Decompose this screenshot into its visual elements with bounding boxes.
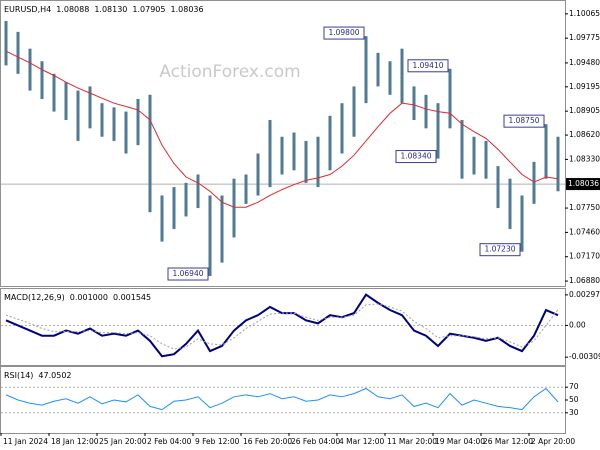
x-tick-label: 4 Mar 12:00 [339, 437, 385, 446]
y-tick-label: 1.09775 [569, 33, 600, 42]
readout: 1.08088 [56, 5, 89, 14]
y-tick-label: 70 [569, 382, 579, 391]
y-tick-label: 1.08620 [569, 130, 600, 139]
x-tick-label: 11 Jan 2024 [3, 437, 48, 446]
readout: 1.07905 [132, 5, 165, 14]
y-tick-label: 1.06880 [569, 276, 600, 285]
last-price-label: 1.08036 [568, 179, 599, 188]
readout: 1.08130 [94, 5, 127, 14]
y-tick-label: -0.003093 [569, 352, 600, 361]
annotation-label: 1.08750 [508, 116, 539, 125]
x-tick-label: 16 Feb 20:00 [243, 437, 292, 446]
annotation-label: 1.09410 [412, 61, 443, 70]
x-tick-label: 25 Jan 20:00 [99, 437, 147, 446]
y-tick-label: 1.07460 [569, 227, 600, 236]
y-tick-label: 1.07750 [569, 203, 600, 212]
readout: 47.0502 [38, 371, 71, 380]
y-tick-label: 50 [569, 395, 579, 404]
y-tick-label: 0.00 [569, 320, 586, 329]
panel-title: RSI(14) 47.0502 [4, 371, 72, 380]
panel-frame [0, 0, 566, 287]
y-tick-label: 1.09195 [569, 82, 600, 91]
indicator-line [5, 303, 559, 350]
x-tick-label: 26 Mar 12:00 [483, 437, 533, 446]
x-tick-label: 9 Feb 12:00 [195, 437, 240, 446]
x-tick-label: 11 Mar 20:00 [387, 437, 437, 446]
annotation-box [407, 59, 449, 73]
y-tick-label: 1.08905 [569, 106, 600, 115]
annotation-box [395, 150, 437, 164]
annotation-label: 1.06940 [172, 269, 203, 278]
y-tick-label: 1.08330 [569, 154, 600, 163]
y-tick-label: 1.09480 [569, 58, 600, 67]
annotation-box [503, 114, 545, 128]
readout: 0.001545 [113, 293, 151, 302]
indicator-line [5, 387, 559, 411]
annotation-label: 1.08340 [400, 152, 431, 161]
title: RSI(14) [4, 371, 33, 380]
x-tick-label: 2 Feb 04:00 [147, 437, 192, 446]
x-tick-label: 18 Jan 12:00 [51, 437, 99, 446]
readout: 1.08036 [171, 5, 204, 14]
title: EURUSD,H4 [4, 5, 51, 14]
x-tick-label: 26 Feb 04:00 [291, 437, 340, 446]
y-tick-label: 1.10065 [569, 9, 600, 18]
panel-frame [0, 288, 566, 366]
annotation-box [479, 243, 521, 257]
panel-title: MACD(12,26,9) 0.001000 0.001545 [4, 293, 151, 302]
y-tick-label: 0.002979 [569, 290, 600, 299]
annotation-box [323, 26, 365, 40]
y-tick-label: 30 [569, 408, 579, 417]
last-price-box [566, 178, 600, 191]
moving-average [5, 50, 559, 208]
y-tick-label: 1.07170 [569, 252, 600, 261]
panel-title: EURUSD,H4 1.08088 1.08130 1.07905 1.08036 [4, 5, 204, 14]
title: MACD(12,26,9) [4, 293, 65, 302]
watermark: ActionForex.com [159, 62, 300, 82]
x-tick-label: 2 Apr 20:00 [531, 437, 575, 446]
x-tick-label: 19 Mar 04:00 [435, 437, 485, 446]
annotation-label: 1.09800 [328, 28, 359, 37]
readout: 0.001000 [70, 293, 108, 302]
annotation-label: 1.07230 [484, 245, 515, 254]
annotation-box [167, 267, 209, 281]
